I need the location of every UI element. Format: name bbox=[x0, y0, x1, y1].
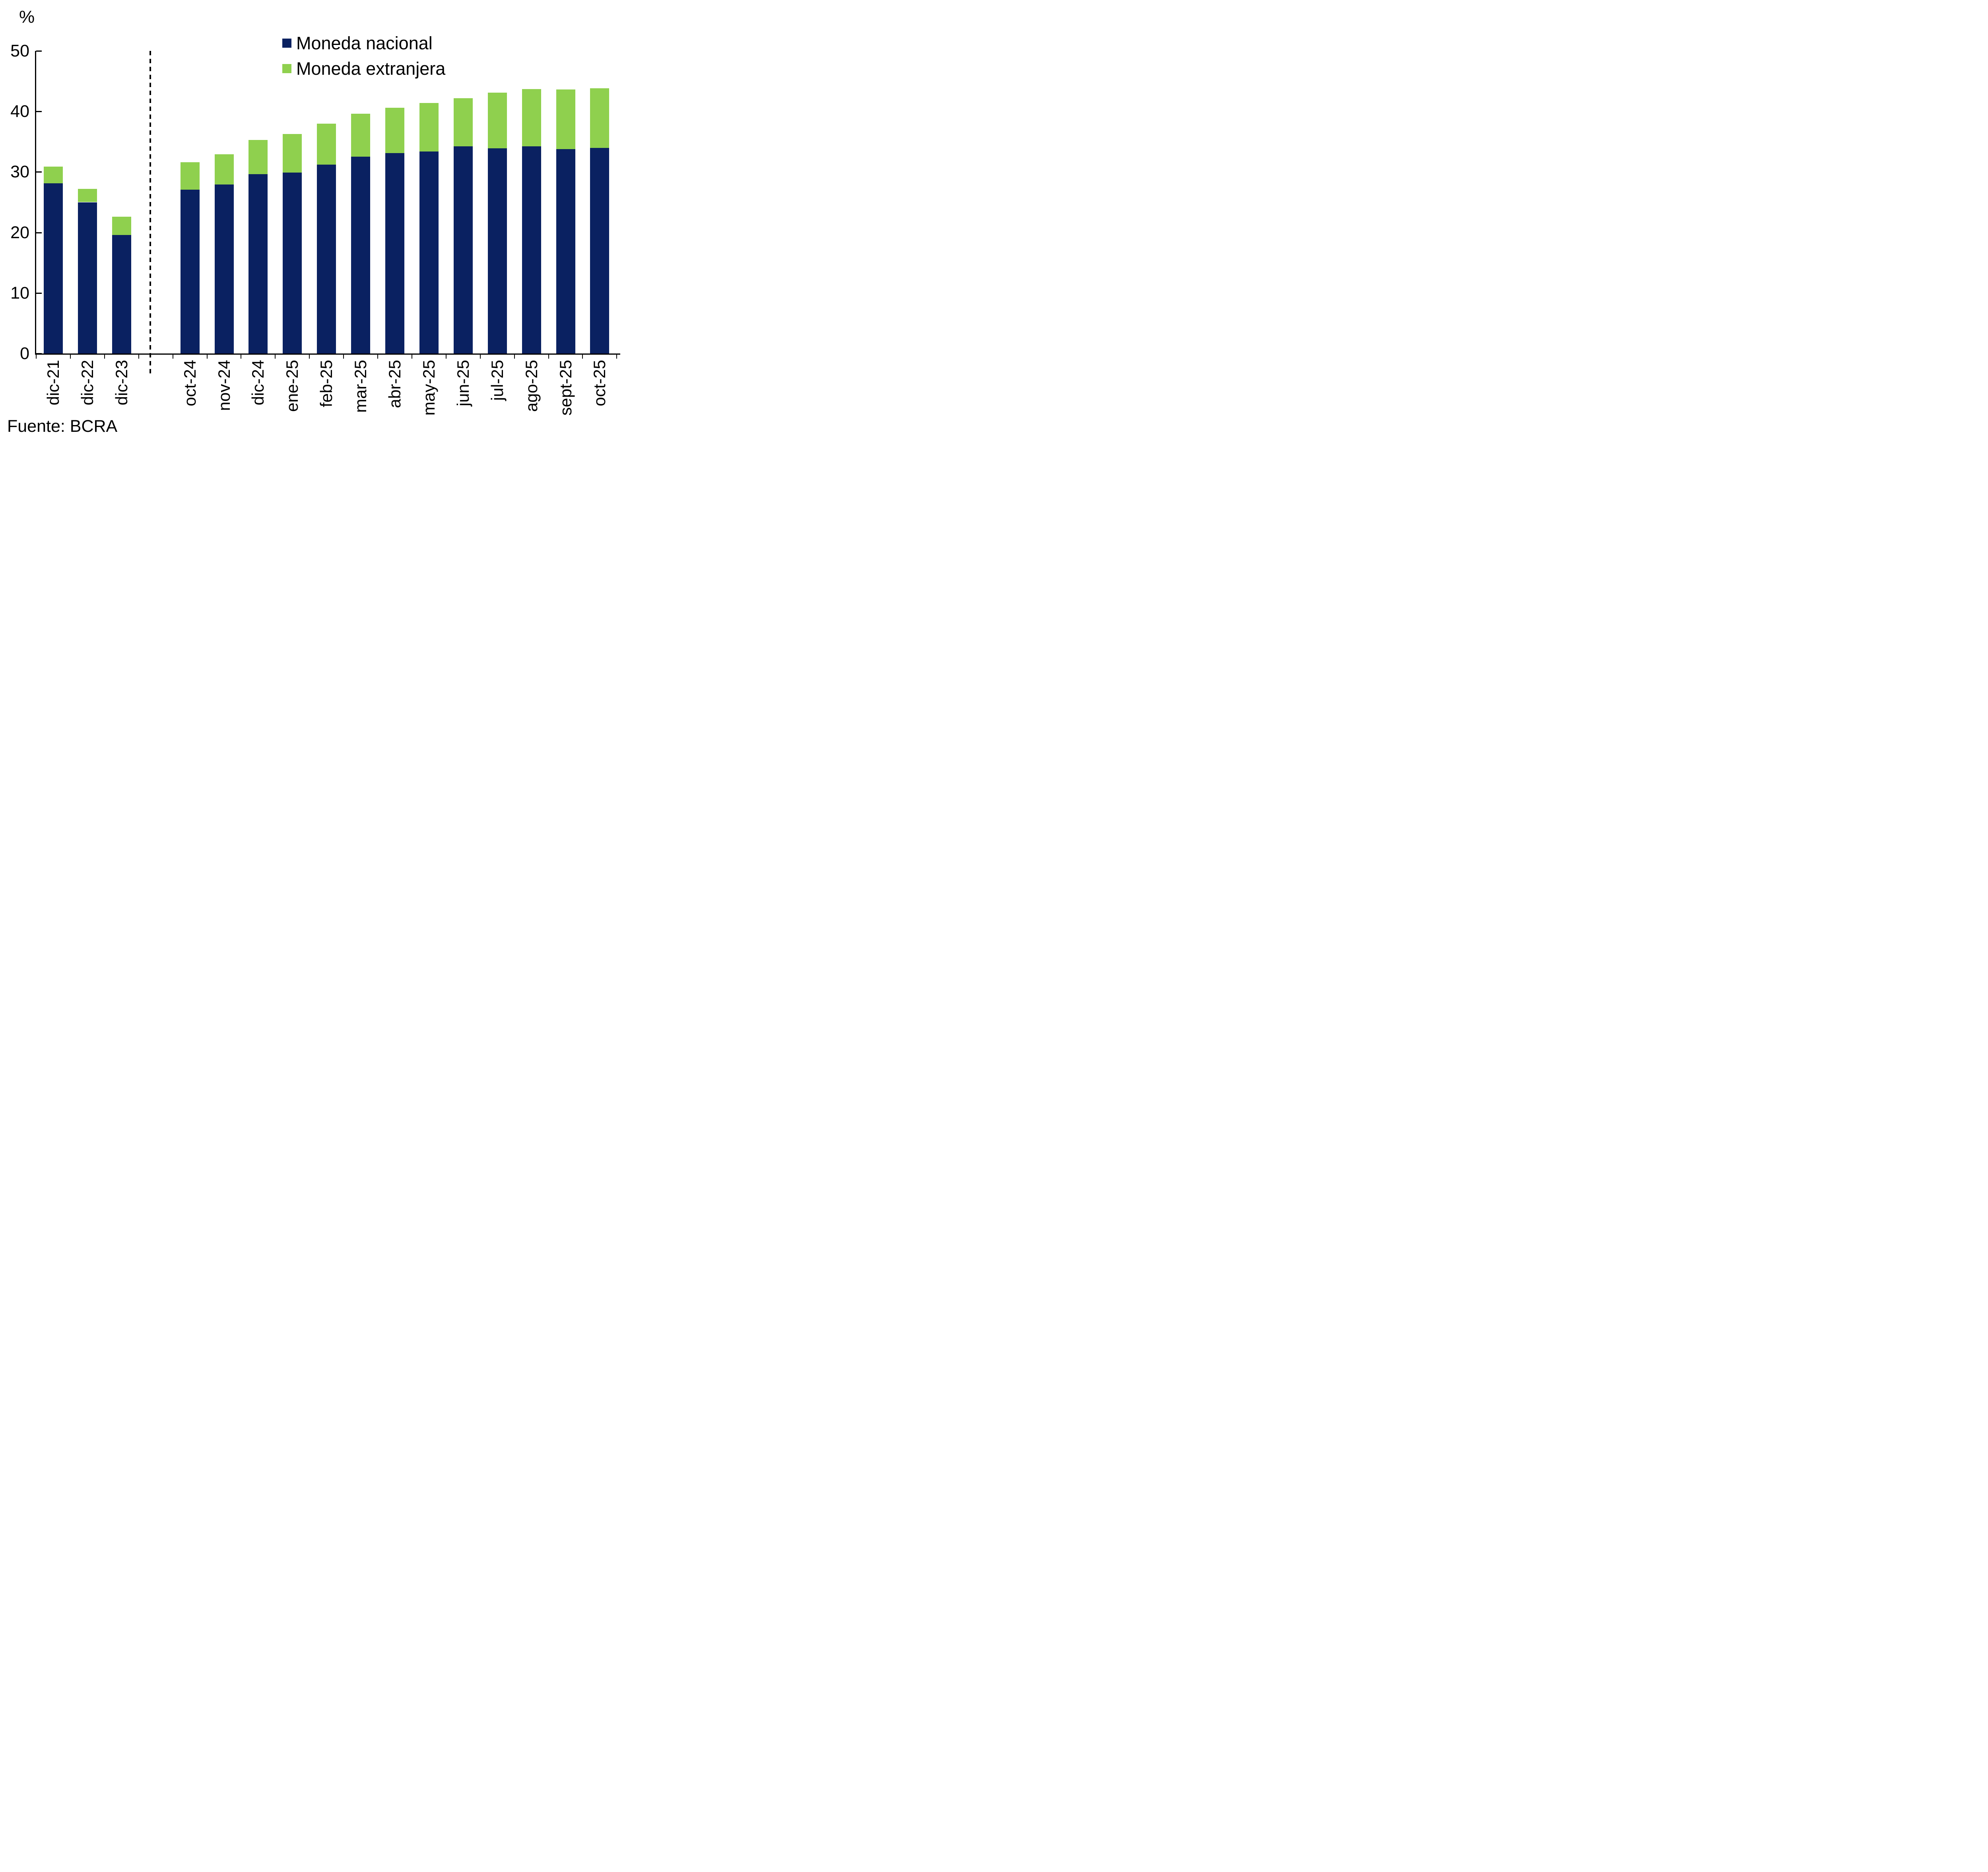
x-axis-label-oct-24: oct-24 bbox=[180, 360, 199, 406]
y-axis-tick-30 bbox=[36, 171, 42, 173]
x-axis-label-dic-24: dic-24 bbox=[248, 360, 268, 406]
x-axis-label-jul-25: jul-25 bbox=[487, 360, 507, 401]
x-axis-label-mar-25: mar-25 bbox=[351, 360, 370, 413]
x-axis-tick-7 bbox=[275, 353, 276, 359]
y-axis-label-10: 10 bbox=[10, 283, 29, 303]
x-axis-tick-12 bbox=[445, 353, 447, 359]
bar-segment-nacional-ago-25 bbox=[522, 146, 541, 353]
x-axis-tick-13 bbox=[480, 353, 481, 359]
bar-segment-nacional-oct-25 bbox=[590, 148, 610, 353]
bar-segment-extranjera-dic-23 bbox=[112, 217, 131, 235]
bar-segment-extranjera-mar-25 bbox=[351, 114, 371, 157]
x-axis-tick-2 bbox=[104, 353, 105, 359]
source-note: Fuente: BCRA bbox=[7, 417, 118, 436]
y-axis-label-30: 30 bbox=[10, 162, 29, 182]
x-axis-label-ago-25: ago-25 bbox=[522, 360, 541, 412]
bar-segment-nacional-nov-24 bbox=[214, 184, 234, 353]
x-axis-tick-15 bbox=[548, 353, 549, 359]
x-axis-label-may-25: may-25 bbox=[419, 360, 438, 416]
legend-label-moneda-extranjera: Moneda extranjera bbox=[296, 58, 446, 79]
x-axis-tick-5 bbox=[206, 353, 208, 359]
legend-label-moneda-nacional: Moneda nacional bbox=[296, 33, 433, 53]
y-axis-label-0: 0 bbox=[20, 344, 29, 363]
x-axis-label-abr-25: abr-25 bbox=[385, 360, 404, 408]
y-axis-tick-10 bbox=[36, 292, 42, 294]
bar-segment-nacional-feb-25 bbox=[317, 165, 336, 353]
stacked-bar-chart: % Moneda nacional Moneda extranjera 0 10 2… bbox=[0, 0, 623, 436]
bar-segment-nacional-oct-24 bbox=[180, 189, 200, 353]
y-axis-tick-20 bbox=[36, 232, 42, 233]
bar-segment-extranjera-jul-25 bbox=[487, 93, 507, 149]
bar-segment-extranjera-dic-22 bbox=[78, 189, 97, 202]
bar-segment-extranjera-sept-25 bbox=[556, 89, 575, 149]
y-axis-tick-50 bbox=[36, 50, 42, 52]
x-axis-tick-0 bbox=[36, 353, 37, 359]
bar-segment-extranjera-oct-25 bbox=[590, 88, 610, 148]
x-axis-line bbox=[35, 353, 620, 355]
y-axis-tick-40 bbox=[36, 111, 42, 113]
legend-swatch-moneda-nacional bbox=[282, 38, 291, 48]
bar-segment-nacional-jul-25 bbox=[487, 148, 507, 353]
x-axis-label-sept-25: sept-25 bbox=[556, 360, 575, 416]
x-axis-label-oct-25: oct-25 bbox=[590, 360, 609, 406]
bar-segment-nacional-mar-25 bbox=[351, 157, 371, 353]
bar-segment-nacional-sept-25 bbox=[556, 149, 575, 353]
x-axis-tick-17 bbox=[616, 353, 617, 359]
bar-segment-nacional-ene-25 bbox=[283, 172, 302, 353]
bar-segment-extranjera-dic-24 bbox=[248, 140, 268, 175]
bar-segment-extranjera-ago-25 bbox=[522, 89, 541, 147]
legend: Moneda nacional Moneda extranjera bbox=[282, 30, 445, 81]
x-axis-label-ene-25: ene-25 bbox=[283, 360, 302, 412]
legend-item-moneda-nacional: Moneda nacional bbox=[282, 30, 445, 56]
bar-segment-nacional-jun-25 bbox=[453, 146, 473, 353]
bar-segment-extranjera-nov-24 bbox=[214, 154, 234, 185]
period-separator-dashed-line bbox=[149, 51, 151, 376]
legend-item-moneda-extranjera: Moneda extranjera bbox=[282, 56, 445, 81]
bar-segment-extranjera-may-25 bbox=[419, 103, 439, 151]
bar-segment-nacional-dic-24 bbox=[248, 174, 268, 353]
bar-segment-nacional-abr-25 bbox=[385, 153, 404, 353]
x-axis-tick-10 bbox=[377, 353, 378, 359]
bar-segment-extranjera-jun-25 bbox=[453, 98, 473, 147]
bar-segment-nacional-dic-23 bbox=[112, 235, 131, 353]
x-axis-tick-8 bbox=[309, 353, 310, 359]
y-axis-label-50: 50 bbox=[10, 41, 29, 60]
x-axis-tick-14 bbox=[514, 353, 515, 359]
y-axis-label-40: 40 bbox=[10, 102, 29, 121]
x-axis-tick-9 bbox=[343, 353, 344, 359]
bar-segment-extranjera-ene-25 bbox=[283, 134, 302, 173]
legend-swatch-moneda-extranjera bbox=[282, 64, 291, 73]
y-axis-label-20: 20 bbox=[10, 223, 29, 242]
bar-segment-nacional-may-25 bbox=[419, 151, 439, 353]
bar-segment-extranjera-oct-24 bbox=[180, 162, 200, 190]
x-axis-tick-1 bbox=[70, 353, 71, 359]
bar-segment-nacional-dic-22 bbox=[78, 202, 97, 353]
x-axis-label-nov-24: nov-24 bbox=[214, 360, 233, 411]
y-axis-tick-0 bbox=[36, 353, 42, 354]
x-axis-label-feb-25: feb-25 bbox=[317, 360, 336, 408]
bar-segment-extranjera-abr-25 bbox=[385, 108, 404, 153]
bar-segment-extranjera-dic-21 bbox=[44, 166, 63, 184]
x-axis-label-jun-25: jun-25 bbox=[453, 360, 472, 406]
y-axis-unit-label: % bbox=[19, 7, 35, 27]
bar-segment-extranjera-feb-25 bbox=[317, 123, 336, 165]
y-axis-line bbox=[35, 51, 36, 355]
x-axis-tick-16 bbox=[582, 353, 583, 359]
x-axis-tick-3 bbox=[138, 353, 139, 359]
bar-segment-nacional-dic-21 bbox=[44, 183, 63, 353]
